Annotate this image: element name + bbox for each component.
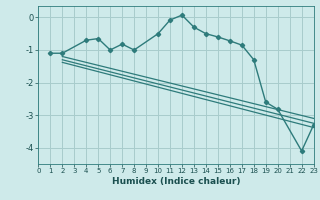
X-axis label: Humidex (Indice chaleur): Humidex (Indice chaleur) bbox=[112, 177, 240, 186]
